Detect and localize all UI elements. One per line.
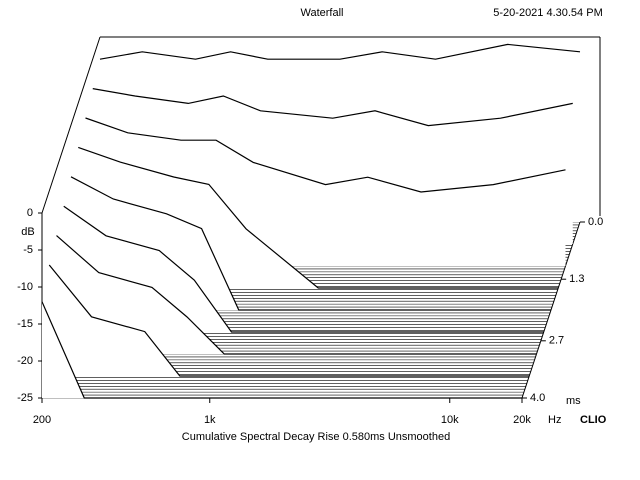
slice-curve	[48, 264, 530, 377]
slice-curve	[70, 176, 551, 311]
y-tick-label: -10	[17, 281, 33, 293]
z-tick-label: 4.0	[530, 392, 545, 404]
x-tick-label: 200	[33, 414, 51, 426]
x-unit: Hz	[548, 414, 561, 426]
slice-fill	[63, 206, 544, 332]
y-tick-label: -15	[17, 318, 33, 330]
y-tick-label: 0	[27, 207, 33, 219]
slice-curve	[92, 88, 573, 127]
slice-curve	[85, 117, 566, 193]
x-tick-label: 20k	[513, 414, 531, 426]
y-tick-label: -5	[23, 244, 33, 256]
slice-curve	[78, 146, 559, 289]
z-tick-label: 1.3	[569, 273, 584, 285]
x-tick-label: 1k	[204, 414, 216, 426]
slice-fill	[56, 235, 537, 354]
slice-curve	[63, 205, 544, 333]
slice-fill	[49, 265, 530, 376]
slice-curve	[99, 43, 581, 60]
timestamp: 5-20-2021 4.30.54 PM	[493, 7, 602, 19]
y-axis-label: dB	[21, 226, 34, 238]
brand: CLIO	[580, 414, 607, 426]
slice-curve	[41, 301, 522, 399]
chart-title: Waterfall	[301, 7, 344, 19]
z-tick-label: 0.0	[588, 216, 603, 228]
y-tick-label: -25	[17, 392, 33, 404]
x-tick-label: 10k	[441, 414, 459, 426]
z-tick-label: 2.7	[549, 335, 564, 347]
z-unit: ms	[566, 395, 581, 407]
y-tick-label: -20	[17, 355, 33, 367]
slice-curve	[56, 235, 537, 355]
back-wall-edge	[41, 36, 101, 214]
footer: Cumulative Spectral Decay Rise 0.580ms U…	[182, 431, 450, 443]
